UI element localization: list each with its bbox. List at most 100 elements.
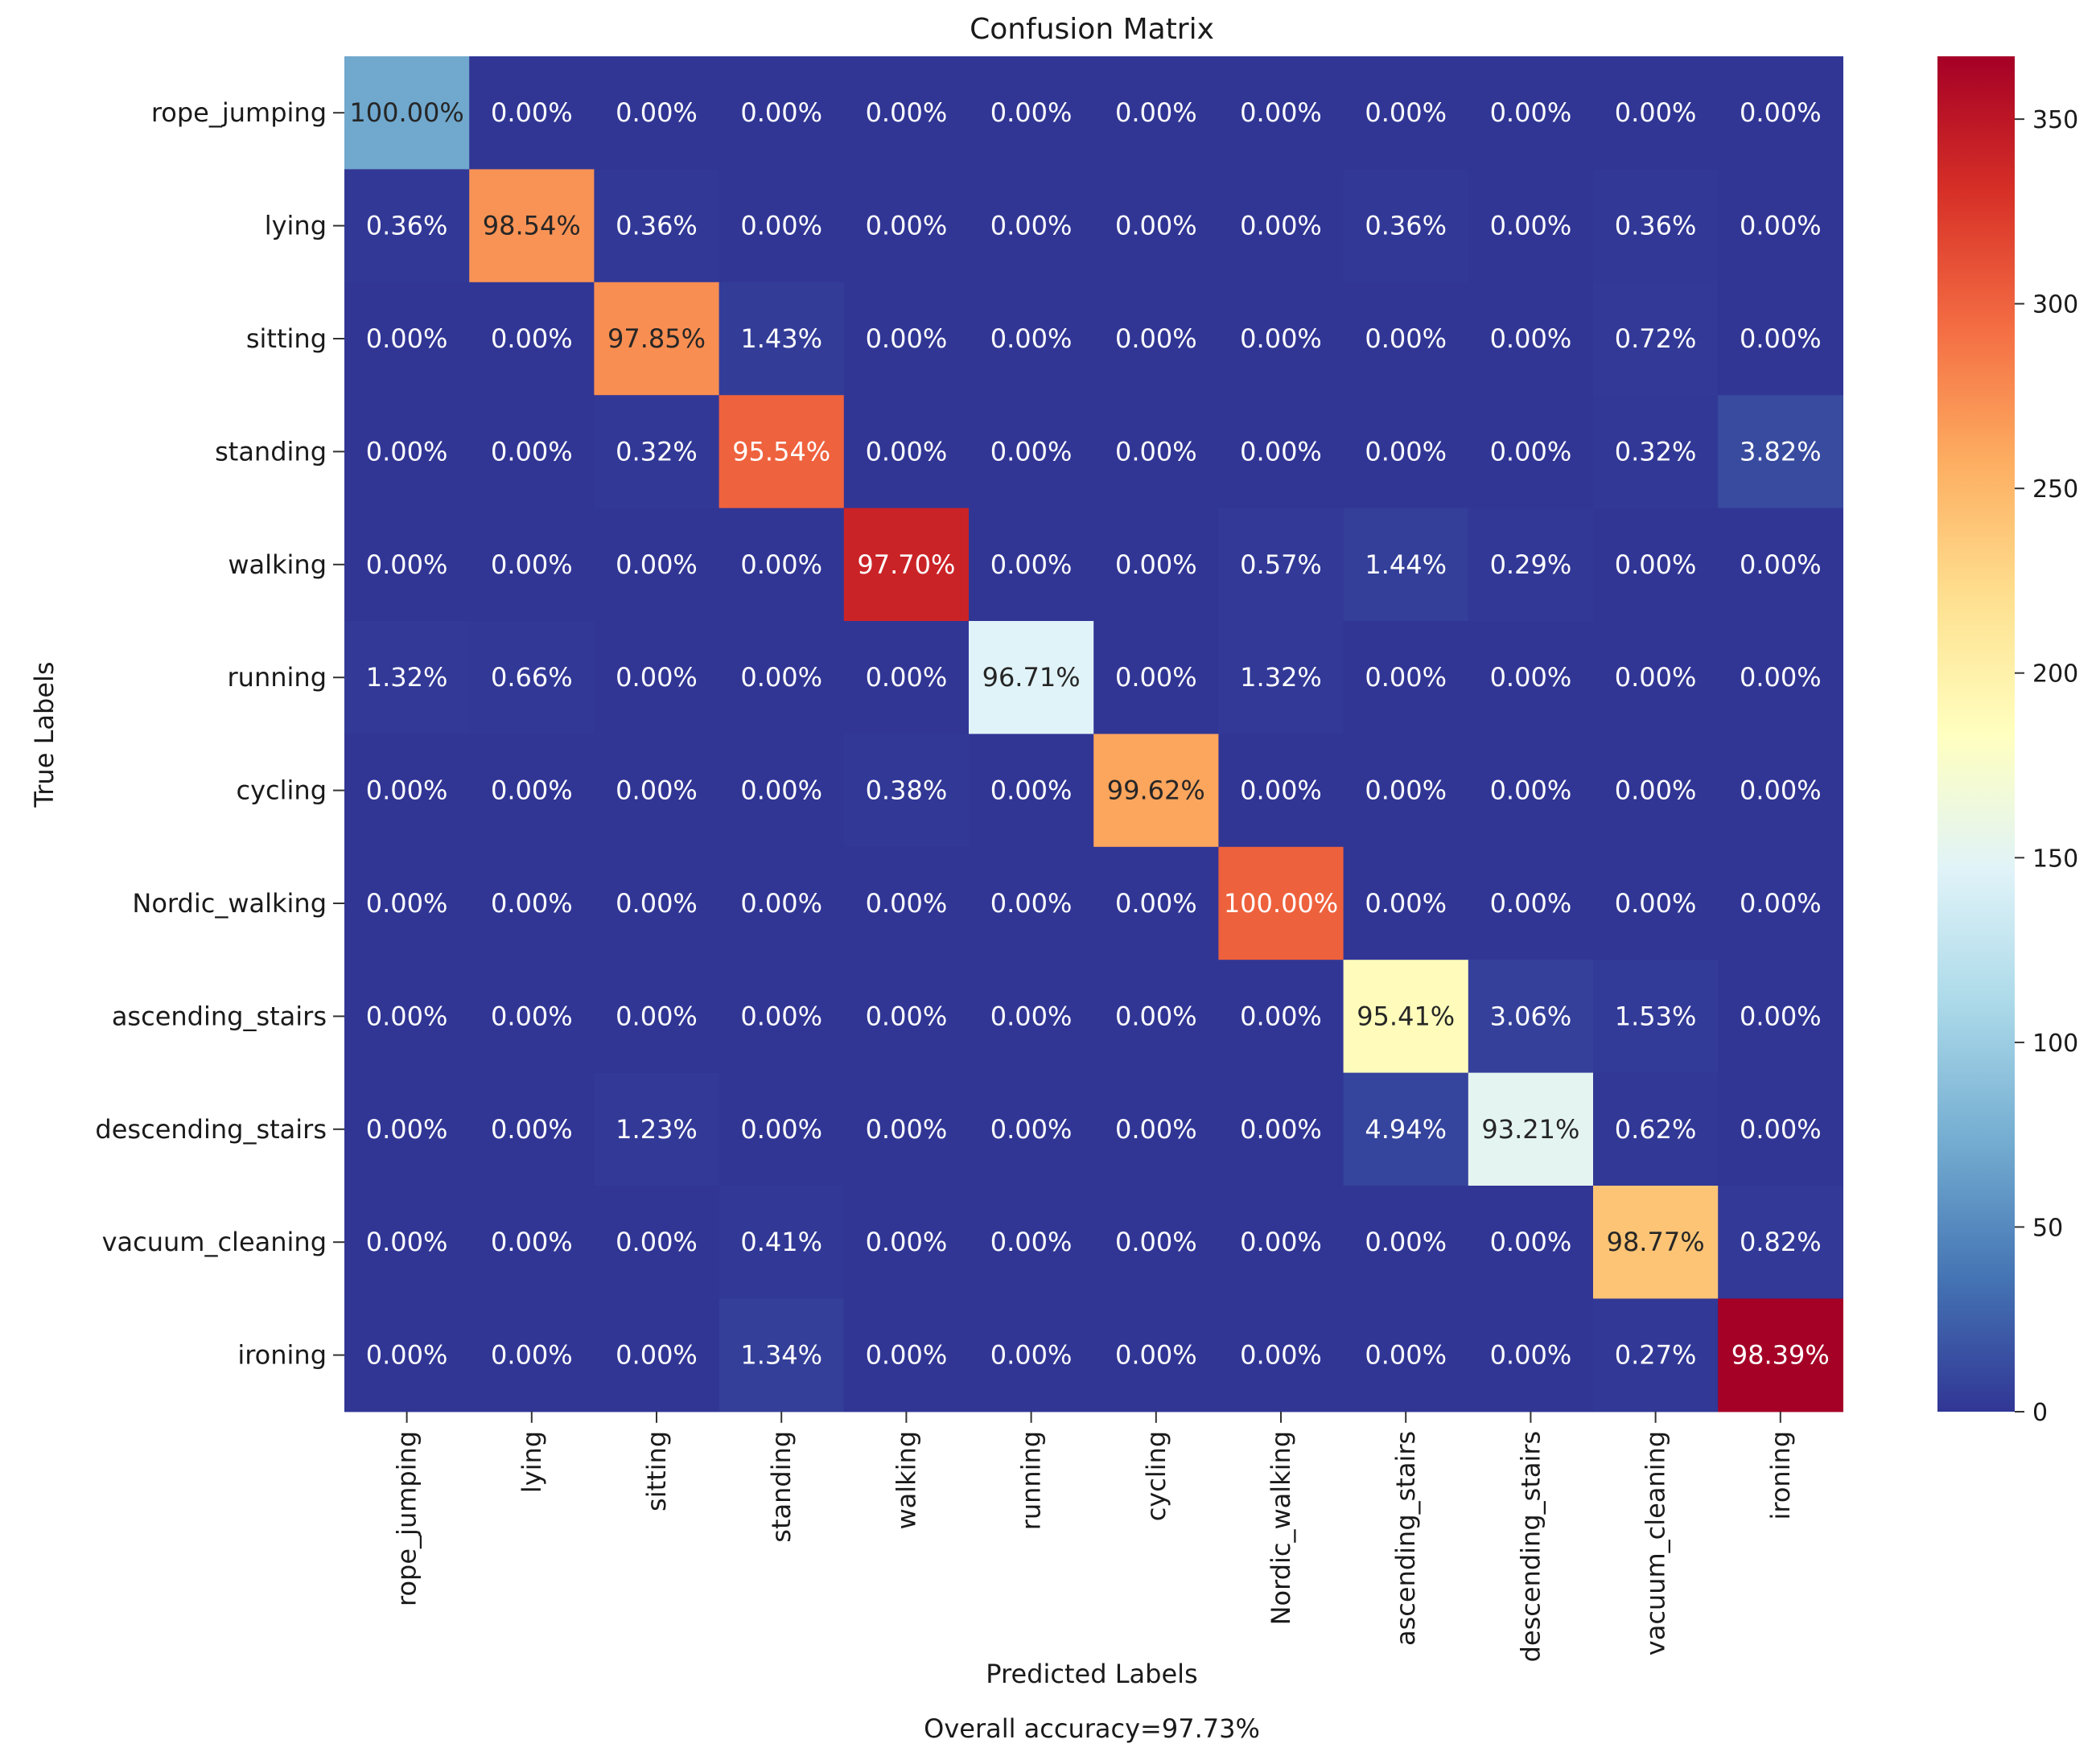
cell-label: 0.00% bbox=[1240, 436, 1322, 467]
heatmap-cell bbox=[1468, 395, 1594, 509]
heatmap-cell bbox=[1593, 56, 1719, 170]
colorbar-tick-label: 350 bbox=[2032, 106, 2078, 134]
cell-label: 0.00% bbox=[1740, 775, 1822, 806]
cell-label: 97.70% bbox=[857, 549, 955, 580]
heatmap-cell bbox=[469, 508, 595, 622]
heatmap-cell bbox=[1593, 1186, 1719, 1299]
cell-label: 0.00% bbox=[1115, 662, 1197, 693]
heatmap-cell bbox=[719, 282, 845, 396]
cell-label: 0.00% bbox=[1490, 775, 1572, 806]
cell-label: 0.00% bbox=[1115, 211, 1197, 241]
cell-label: 0.00% bbox=[1365, 888, 1447, 919]
heatmap-cell bbox=[719, 1072, 845, 1186]
cell-label: 0.00% bbox=[366, 888, 448, 919]
heatmap-cell bbox=[1593, 1072, 1719, 1186]
x-tick-label: cycling bbox=[1141, 1431, 1171, 1522]
cell-label: 0.00% bbox=[616, 549, 698, 580]
heatmap-cell bbox=[469, 395, 595, 509]
heatmap-cell bbox=[843, 960, 970, 1074]
heatmap-cell bbox=[344, 960, 470, 1074]
cell-label: 0.36% bbox=[366, 211, 448, 241]
colorbar-tick-label: 100 bbox=[2032, 1030, 2078, 1058]
heatmap-cell bbox=[1093, 1186, 1219, 1299]
heatmap-cell bbox=[469, 846, 595, 960]
cell-label: 98.77% bbox=[1607, 1227, 1705, 1257]
cell-label: 0.00% bbox=[491, 1114, 573, 1145]
cell-label: 3.06% bbox=[1490, 1001, 1572, 1031]
heatmap-cell bbox=[594, 395, 720, 509]
cell-label: 0.00% bbox=[616, 888, 698, 919]
y-tick-label: standing bbox=[215, 436, 327, 467]
cell-label: 0.00% bbox=[366, 1114, 448, 1145]
x-tick-label: standing bbox=[766, 1431, 797, 1543]
cell-label: 0.00% bbox=[1740, 1001, 1822, 1031]
heatmap-cell bbox=[969, 1298, 1094, 1413]
heatmap-cell bbox=[1468, 734, 1594, 848]
heatmap-cell bbox=[594, 621, 720, 734]
cell-label: 0.00% bbox=[1115, 1227, 1197, 1257]
cell-label: 0.00% bbox=[616, 1001, 698, 1031]
heatmap-cell bbox=[1718, 1298, 1843, 1413]
cell-label: 0.00% bbox=[491, 97, 573, 128]
cell-label: 100.00% bbox=[1224, 888, 1338, 919]
cell-label: 1.34% bbox=[740, 1340, 822, 1371]
x-tick-label: Nordic_walking bbox=[1266, 1431, 1296, 1626]
heatmap-cell bbox=[1718, 846, 1843, 960]
heatmap-cell bbox=[1468, 508, 1594, 622]
cell-label: 0.00% bbox=[616, 662, 698, 693]
heatmap-cell bbox=[1718, 1186, 1843, 1299]
x-tick-label: descending_stairs bbox=[1515, 1431, 1546, 1663]
heatmap-cells: 100.00% 0.00% 0.00% 0.00% 0.00% 0.00% 0.00% 0.0… bbox=[344, 56, 1843, 1413]
cell-label: 0.00% bbox=[1740, 211, 1822, 241]
heatmap-cell bbox=[1468, 1298, 1594, 1413]
cell-label: 0.00% bbox=[491, 888, 573, 919]
heatmap-cell bbox=[719, 395, 845, 509]
heatmap-cell bbox=[1718, 734, 1843, 848]
cell-label: 0.00% bbox=[1240, 211, 1322, 241]
heatmap-cell bbox=[469, 1072, 595, 1186]
colorbar-tick-label: 150 bbox=[2032, 845, 2078, 873]
cell-label: 1.32% bbox=[366, 662, 448, 693]
heatmap-cell bbox=[1218, 621, 1344, 734]
cell-label: 0.00% bbox=[866, 1340, 948, 1371]
colorbar-tick-label: 250 bbox=[2032, 475, 2078, 504]
cell-label: 0.00% bbox=[616, 775, 698, 806]
cell-label: 0.00% bbox=[1490, 211, 1572, 241]
cell-label: 0.00% bbox=[1740, 888, 1822, 919]
cell-label: 100.00% bbox=[349, 97, 463, 128]
cell-label: 0.00% bbox=[990, 1114, 1073, 1145]
overall-accuracy-note: Overall accuracy=97.73% bbox=[924, 1713, 1260, 1744]
cell-label: 95.41% bbox=[1357, 1001, 1455, 1031]
cell-label: 0.00% bbox=[1365, 1340, 1447, 1371]
heatmap-cell bbox=[1718, 621, 1843, 734]
heatmap-cell bbox=[344, 621, 470, 734]
heatmap-cell bbox=[469, 621, 595, 734]
cell-label: 96.71% bbox=[982, 662, 1081, 693]
y-tick-label: ironing bbox=[237, 1340, 327, 1371]
cell-label: 0.00% bbox=[1615, 888, 1697, 919]
cell-label: 0.00% bbox=[1490, 436, 1572, 467]
x-tick-label: walking bbox=[891, 1431, 921, 1530]
cell-label: 0.00% bbox=[1365, 662, 1447, 693]
heatmap-cell bbox=[1343, 282, 1469, 396]
heatmap-cell bbox=[843, 282, 970, 396]
heatmap-cell bbox=[719, 1298, 845, 1413]
cell-label: 0.00% bbox=[366, 436, 448, 467]
heatmap-cell bbox=[594, 1072, 720, 1186]
heatmap-cell bbox=[344, 1298, 470, 1413]
cell-label: 0.00% bbox=[740, 1114, 822, 1145]
heatmap-cell bbox=[969, 282, 1094, 396]
heatmap-cell bbox=[1218, 169, 1344, 283]
cell-label: 0.38% bbox=[866, 775, 948, 806]
cell-label: 0.00% bbox=[366, 1001, 448, 1031]
heatmap-cell bbox=[1593, 169, 1719, 283]
heatmap-cell bbox=[344, 56, 470, 170]
heatmap-cell bbox=[1218, 56, 1344, 170]
heatmap-cell bbox=[1718, 960, 1843, 1074]
cell-label: 0.00% bbox=[616, 1227, 698, 1257]
cell-label: 0.00% bbox=[1740, 97, 1822, 128]
cell-label: 0.00% bbox=[1240, 97, 1322, 128]
heatmap-cell bbox=[719, 508, 845, 622]
cell-label: 0.00% bbox=[1615, 775, 1697, 806]
